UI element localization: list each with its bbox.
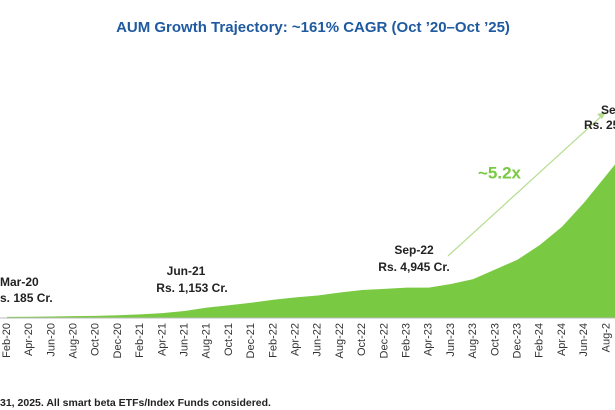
footnote: 31, 2025. All smart beta ETFs/Index Fund… — [0, 397, 271, 409]
x-tick-label: Jun-23 — [445, 323, 457, 357]
x-tick-label: Feb-23 — [401, 323, 413, 358]
growth-label: ~5.2x — [478, 163, 522, 182]
x-tick-label: Jun-20 — [45, 323, 57, 357]
growth-arrow — [447, 111, 607, 257]
annotation-date: Sep-22 — [394, 243, 434, 257]
x-tick-label: Oct-23 — [489, 323, 501, 356]
x-tick-label: Feb-20 — [1, 323, 13, 358]
x-tick-label: Apr-23 — [423, 323, 435, 356]
x-tick-label: Feb-24 — [534, 323, 546, 358]
annotation-value: Rs. 4,945 Cr. — [378, 260, 449, 274]
x-tick-label: Oct-20 — [90, 323, 102, 356]
annotation-date: Mar-20 — [0, 275, 39, 289]
x-tick-label: Feb-21 — [134, 323, 146, 358]
x-tick-label: Dec-22 — [378, 323, 390, 358]
x-tick-label: Apr-21 — [156, 323, 168, 356]
annotation-value: s. 185 Cr. — [0, 291, 53, 305]
x-tick-label: Aug-2 — [600, 323, 612, 352]
x-tick-label: Jun-21 — [179, 323, 191, 357]
x-tick-label: Oct-21 — [223, 323, 235, 356]
x-tick-label: Aug-22 — [334, 323, 346, 358]
x-tick-label: Jun-24 — [578, 323, 590, 357]
chart-title: AUM Growth Trajectory: ~161% CAGR (Oct ’… — [116, 19, 510, 36]
x-tick-label: Oct-22 — [356, 323, 368, 356]
annotation-date: Se — [601, 103, 615, 117]
x-tick-label: Aug-23 — [467, 323, 479, 358]
arrow-head — [597, 112, 606, 119]
x-tick-label: Apr-24 — [556, 323, 568, 356]
x-tick-label: Dec-21 — [245, 323, 257, 358]
x-tick-label: Jun-22 — [312, 323, 324, 357]
x-tick-label: Aug-21 — [201, 323, 213, 358]
area — [7, 164, 615, 318]
x-tick-label: Aug-20 — [68, 323, 80, 358]
annotation-value: Rs. 25 — [584, 118, 615, 132]
x-tick-label: Apr-20 — [23, 323, 35, 356]
x-tick-label: Apr-22 — [290, 323, 302, 356]
annotation-value: Rs. 1,153 Cr. — [156, 281, 227, 295]
x-tick-label: Feb-22 — [267, 323, 279, 358]
annotation-date: Jun-21 — [167, 264, 206, 278]
x-tick-label: Dec-23 — [512, 323, 524, 358]
x-tick-label: Dec-20 — [112, 323, 124, 358]
